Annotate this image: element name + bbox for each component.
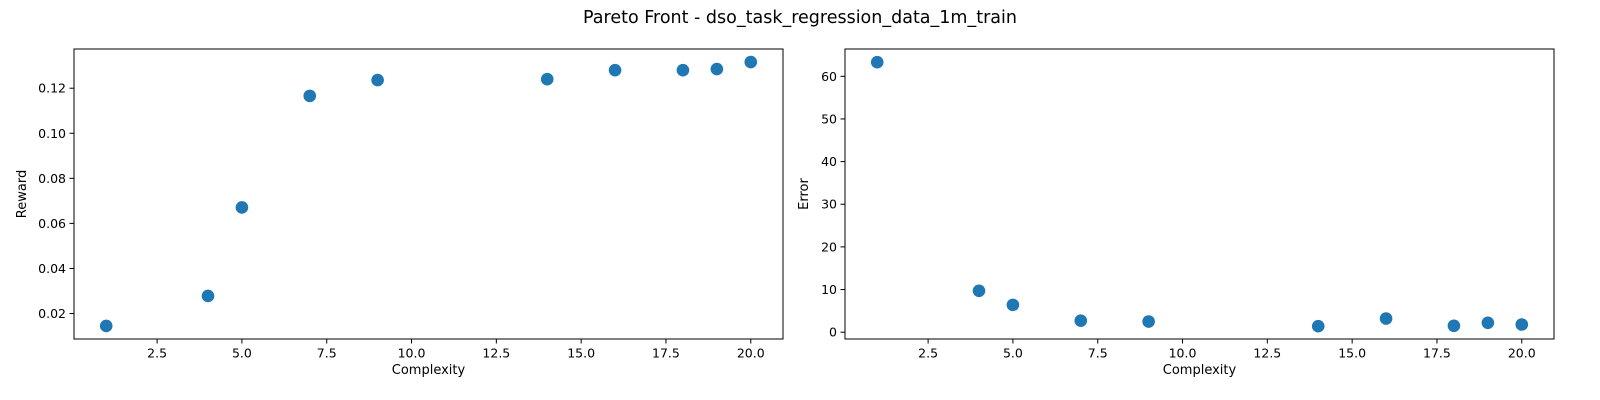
reward-xtick-label: 12.5 (482, 346, 510, 361)
error-point (870, 55, 884, 69)
reward-point (540, 72, 554, 86)
reward-xtick-label: 7.5 (317, 346, 337, 361)
reward-point (710, 62, 724, 76)
reward-xtick-label: 10.0 (398, 346, 426, 361)
error-point (1447, 319, 1461, 333)
reward-ytick-label: 0.02 (38, 306, 66, 321)
reward-ytick-label: 0.06 (38, 216, 66, 231)
error-xtick-label: 5.0 (1003, 346, 1023, 361)
reward-point (201, 289, 215, 303)
error-ytick-label: 50 (821, 111, 837, 126)
error-axes-frame (844, 48, 1555, 340)
reward-ytick-label: 0.04 (38, 261, 66, 276)
reward-xlabel: Complexity (392, 363, 466, 378)
reward-xtick-label: 15.0 (567, 346, 595, 361)
reward-point (99, 319, 113, 333)
error-point (972, 284, 986, 298)
reward-ytick-label: 0.12 (38, 81, 66, 96)
reward-ytick-label: 0.10 (38, 126, 66, 141)
reward-point (303, 89, 317, 103)
error-xtick-label: 2.5 (918, 346, 938, 361)
error-xtick-label: 7.5 (1088, 346, 1108, 361)
error-xtick-label: 12.5 (1253, 346, 1281, 361)
error-xtick-label: 15.0 (1338, 346, 1366, 361)
error-point (1515, 318, 1529, 331)
error-plot: 2.5 5.0 7.5 10.0 12.5 15.0 17.5 20.0 0 10 20 30 40 50… (797, 48, 1555, 378)
reward-point (676, 63, 690, 77)
error-point (1006, 298, 1020, 312)
reward-axes-frame (73, 48, 784, 340)
error-ytick-label: 40 (821, 154, 837, 169)
error-ylabel: Error (797, 178, 812, 210)
reward-ylabel: Reward (15, 170, 30, 218)
error-xtick-label: 20.0 (1508, 346, 1536, 361)
error-point (1481, 316, 1495, 330)
error-ytick-label: 60 (821, 69, 837, 84)
error-ytick-label: 10 (821, 282, 837, 297)
error-xtick-label: 17.5 (1423, 346, 1451, 361)
error-ytick-label: 0 (829, 325, 837, 340)
error-point (1311, 319, 1325, 333)
error-point (1074, 314, 1088, 327)
error-xtick-label: 10.0 (1169, 346, 1197, 361)
error-point (1142, 315, 1155, 328)
figure-title: Pareto Front - dso_task_regression_data_… (583, 8, 1017, 28)
reward-ytick-label: 0.08 (38, 171, 66, 186)
reward-point (371, 73, 384, 87)
error-xlabel: Complexity (1163, 363, 1237, 378)
reward-point (235, 201, 249, 214)
reward-plot: 2.5 5.0 7.5 10.0 12.5 15.0 17.5 20.0 0.02 0.04 0.0… (15, 48, 784, 378)
reward-xtick-label: 20.0 (737, 346, 765, 361)
error-point (1379, 312, 1393, 325)
reward-xtick-label: 5.0 (232, 346, 252, 361)
reward-xtick-label: 2.5 (147, 346, 167, 361)
reward-xtick-label: 17.5 (652, 346, 680, 361)
error-ytick-label: 30 (821, 197, 837, 212)
reward-point (608, 63, 622, 77)
reward-point (744, 55, 758, 69)
error-ytick-label: 20 (821, 239, 837, 254)
